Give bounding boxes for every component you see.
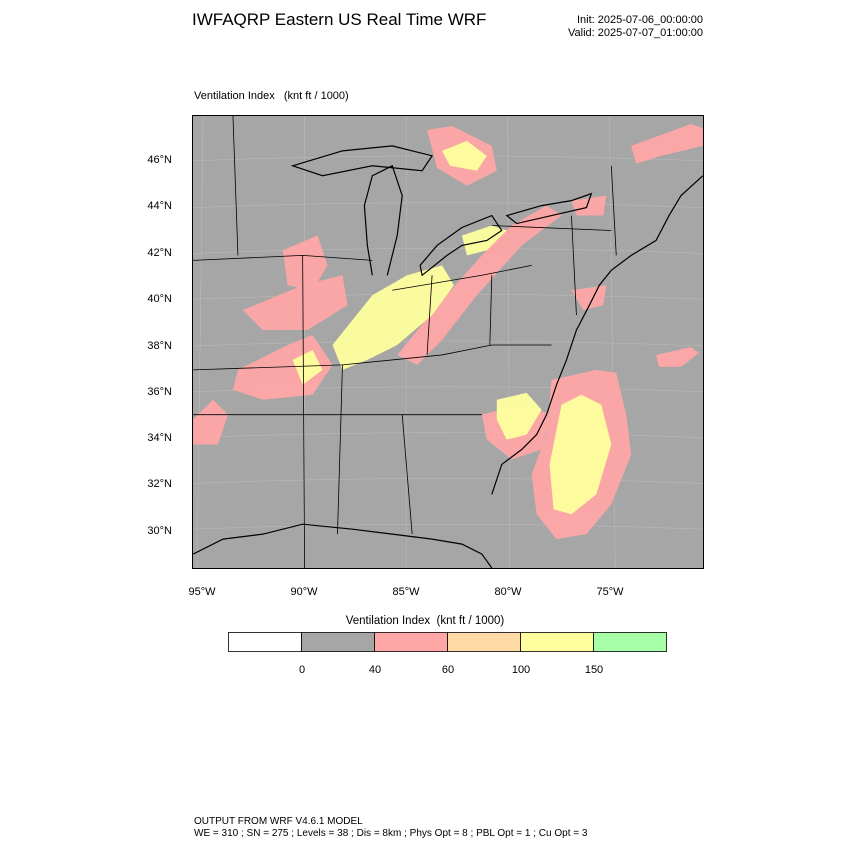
footer-line: OUTPUT FROM WRF V4.6.1 MODEL	[194, 816, 363, 827]
lat-label: 30°N	[147, 525, 172, 537]
state-boundaries	[193, 116, 617, 568]
lat-label: 40°N	[147, 293, 172, 305]
lon-label: 95°W	[188, 586, 216, 598]
colorbar-title: Ventilation Index (knt ft / 1000)	[345, 615, 505, 627]
colorbar-segment	[447, 632, 521, 652]
lat-label: 44°N	[147, 200, 172, 212]
map-panel	[192, 115, 704, 569]
lon-label: 90°W	[290, 586, 318, 598]
valid-time: Valid: 2025-07-07_01:00:00	[568, 27, 703, 39]
lat-label: 32°N	[147, 478, 172, 490]
colorbar-segment	[593, 632, 667, 652]
colorbar-segment	[520, 632, 594, 652]
lat-label: 42°N	[147, 247, 172, 259]
lat-label: 38°N	[147, 340, 172, 352]
colorbar-label: 100	[511, 664, 531, 676]
lat-label: 36°N	[147, 386, 172, 398]
shading-100-150	[292, 140, 612, 515]
lon-label: 85°W	[392, 586, 420, 598]
lon-label: 75°W	[596, 586, 624, 598]
figure-title: IWFAQRP Eastern US Real Time WRF	[192, 10, 487, 29]
lon-label: 80°W	[494, 586, 522, 598]
colorbar-label: 150	[584, 664, 604, 676]
colorbar-segment	[228, 632, 302, 652]
lat-label: 34°N	[147, 432, 172, 444]
map-background	[193, 116, 703, 568]
colorbar-label: 40	[368, 664, 382, 676]
colorbar-segment	[301, 632, 375, 652]
colorbar-label: 0	[298, 664, 306, 676]
model-info-footer: OUTPUT FROM WRF V4.6.1 MODEL WE = 310 ; …	[194, 816, 587, 840]
map-field-label: Ventilation Index (knt ft / 1000)	[194, 90, 349, 102]
coastline	[193, 145, 703, 568]
lat-label: 46°N	[147, 154, 172, 166]
footer-line: WE = 310 ; SN = 275 ; Levels = 38 ; Dis …	[194, 828, 588, 839]
colorbar	[228, 632, 667, 652]
init-valid-times: Init: 2025-07-06_00:00:00 Valid: 2025-07…	[568, 14, 703, 40]
init-time: Init: 2025-07-06_00:00:00	[577, 14, 703, 26]
colorbar-label: 60	[441, 664, 455, 676]
colorbar-segment	[374, 632, 448, 652]
